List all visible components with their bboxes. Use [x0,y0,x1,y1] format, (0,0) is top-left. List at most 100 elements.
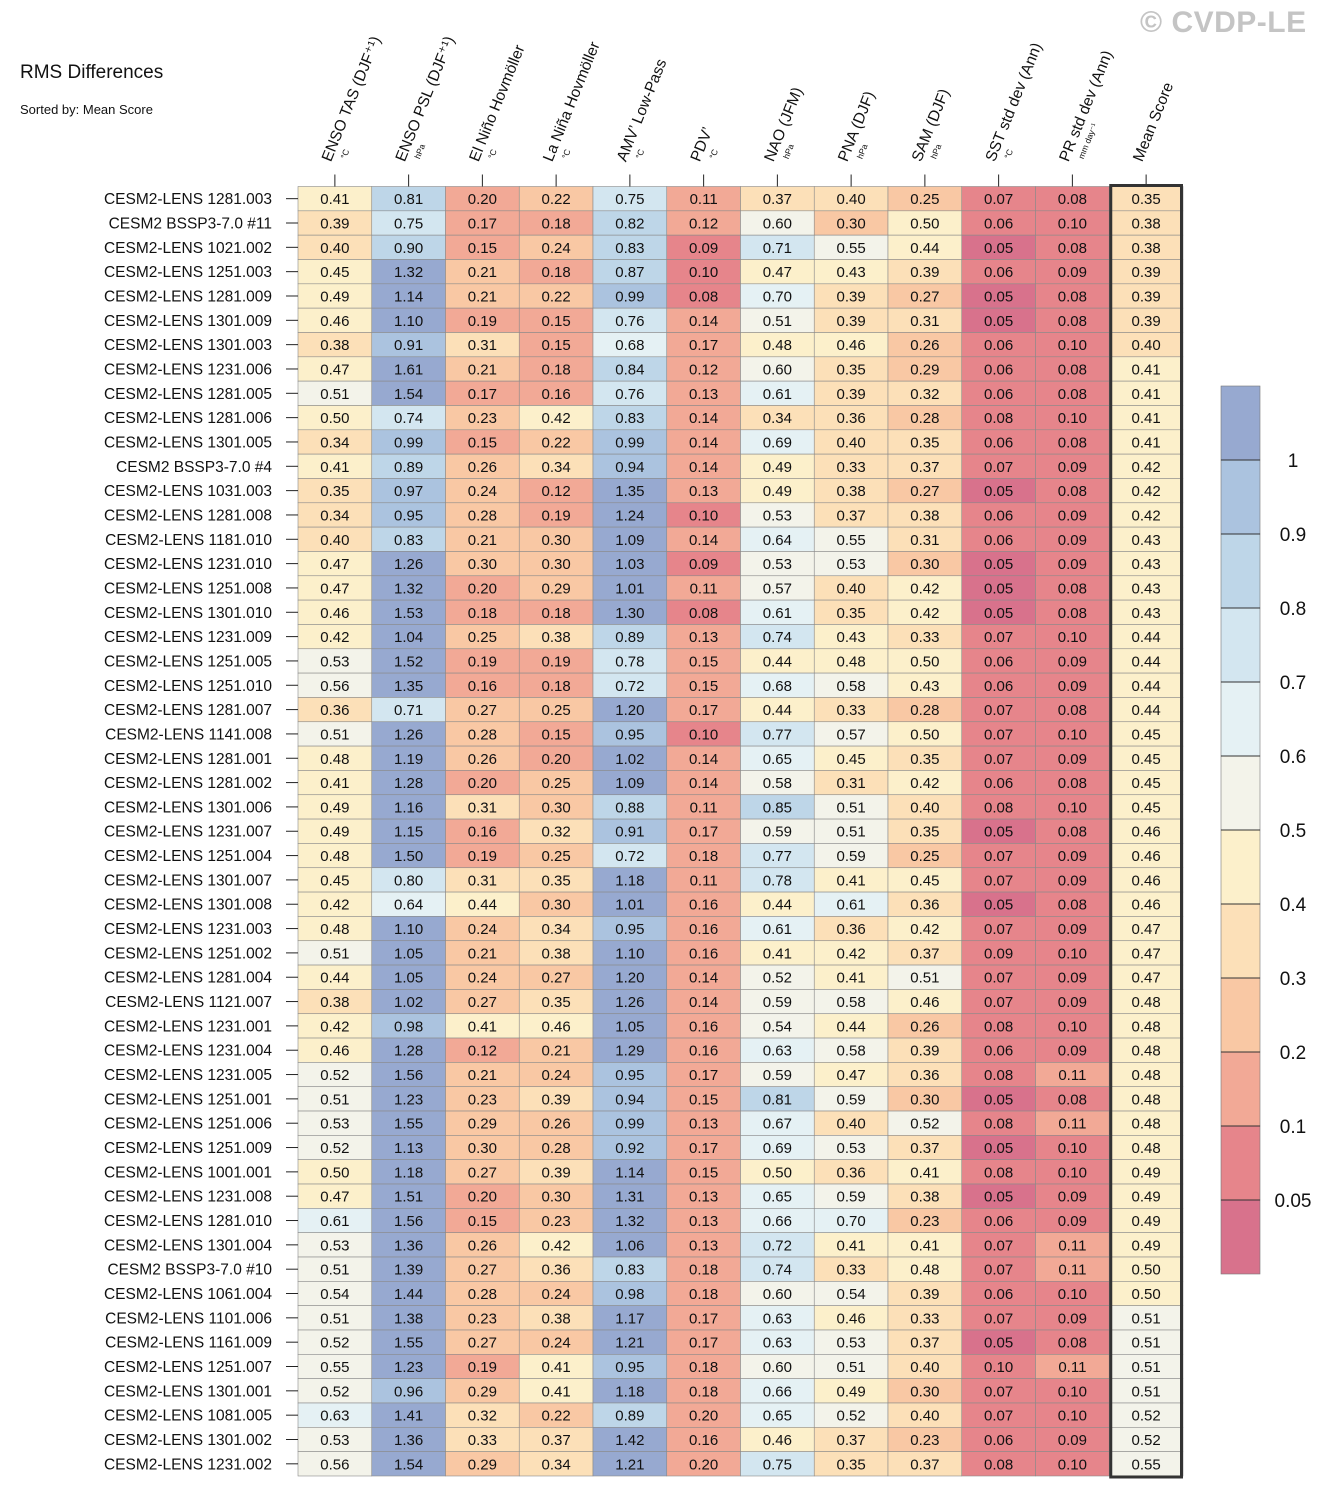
cell-value: 0.27 [468,1164,497,1181]
cell-value: 0.09 [1058,507,1087,524]
heatmap-cell [666,1354,741,1379]
cell-value: 0.34 [542,459,571,476]
heatmap-cell [813,1037,889,1063]
heatmap-cell [887,1159,963,1185]
heatmap-cell [961,745,1036,771]
cell-value: 0.41 [542,1359,571,1376]
cell-value: 0.61 [837,897,866,914]
column-label: ENSO TAS (DJF⁺¹) [319,34,385,164]
cell-value: 0.29 [468,1116,497,1133]
cell-value: 0.38 [542,629,571,646]
cell-value: 0.42 [1132,459,1161,476]
heatmap-cell [666,551,741,577]
heatmap-cell [518,307,594,333]
cell-value: 0.08 [1058,580,1087,597]
heatmap-cell [813,332,889,358]
heatmap-cell [887,1183,963,1209]
cell-value: 0.17 [689,1335,718,1352]
heatmap-cell [518,1427,594,1452]
heatmap-cell [813,1354,889,1379]
heatmap-cell [592,1378,668,1404]
heatmap-cell [371,478,446,504]
heatmap-cell [297,526,373,552]
heatmap-cell [666,1208,741,1233]
heatmap-cell [1108,186,1184,212]
cell-value: 0.18 [542,215,571,232]
row-label: CESM2-LENS 1281.010 [104,1213,272,1230]
cell-value: 0.26 [910,1018,939,1035]
heatmap-cell [1035,916,1110,942]
cell-value: 0.17 [689,1140,718,1157]
row-label: CESM2-LENS 1301.010 [104,605,272,622]
cell-value: 0.46 [1132,897,1161,914]
cell-value: 1.35 [394,678,423,695]
heatmap-cell [666,210,741,236]
cell-value: 0.06 [984,775,1013,792]
cell-value: 0.13 [689,1237,718,1254]
cell-value: 0.19 [542,507,571,524]
cell-value: 0.31 [910,313,939,330]
cell-value: 0.15 [542,726,571,743]
cell-value: 0.52 [320,1335,349,1352]
cell-value: 0.50 [320,1164,349,1181]
heatmap-cell [961,478,1036,504]
cell-value: 0.51 [837,799,866,816]
cell-value: 0.34 [542,921,571,938]
cell-value: 0.05 [984,1140,1013,1157]
heatmap-cell [297,210,373,236]
heatmap-cell [1108,356,1184,382]
heatmap-cell [1035,186,1110,212]
cell-value: 1.09 [615,532,644,549]
cell-value: 0.98 [615,1286,644,1303]
heatmap-cell [297,1354,373,1379]
heatmap-cell [666,380,741,406]
cell-value: 0.11 [1058,1237,1086,1254]
cell-value: 0.08 [1058,1335,1087,1352]
heatmap-cell [740,1013,815,1039]
heatmap-cell [371,1354,446,1379]
heatmap-cell [813,1183,889,1209]
heatmap-cell [961,1062,1036,1088]
cell-value: 0.10 [689,726,718,743]
heatmap-cell [371,210,446,236]
cell-value: 0.57 [763,580,792,597]
cell-value: 0.18 [689,1383,718,1400]
cell-value: 0.15 [468,1213,497,1230]
cell-value: 0.49 [320,824,349,841]
cell-value: 0.77 [763,726,792,743]
cell-value: 0.41 [1132,434,1161,451]
cell-value: 0.41 [1132,410,1161,427]
row-label: CESM2-LENS 1001.001 [104,1164,272,1181]
cell-value: 0.09 [1058,653,1087,670]
heatmap-cell [887,1402,963,1428]
colorbar-label: 0.7 [1280,673,1306,694]
cell-value: 0.43 [837,629,866,646]
cell-value: 0.09 [1058,556,1087,573]
heatmap-cell [592,891,668,917]
heatmap-cell [666,745,741,771]
colorbar-swatch [1220,829,1261,905]
cell-value: 0.11 [690,872,718,889]
cell-value: 0.34 [320,434,349,451]
heatmap-cell [666,940,741,966]
cell-value: 0.23 [468,410,497,427]
cell-value: 0.94 [615,459,644,476]
heatmap-cell [666,259,741,285]
cell-value: 0.52 [910,1116,939,1133]
heatmap-cell [371,1062,446,1088]
cell-value: 0.64 [394,897,423,914]
heatmap-cell [445,210,520,236]
row-label: CESM2-LENS 1301.005 [104,434,272,451]
cell-value: 0.66 [763,1383,792,1400]
column-label: AMV’ Low-Pass [614,57,671,164]
cell-value: 0.12 [689,361,718,378]
cell-value: 0.33 [910,1310,939,1327]
heatmap-cell [1035,283,1110,309]
cell-value: 0.23 [910,1213,939,1230]
cell-value: 0.45 [910,872,939,889]
row-label: CESM2-LENS 1301.001 [104,1383,272,1400]
cell-value: 1.06 [615,1237,644,1254]
heatmap-cell [518,916,594,942]
heatmap-cell [813,916,889,942]
